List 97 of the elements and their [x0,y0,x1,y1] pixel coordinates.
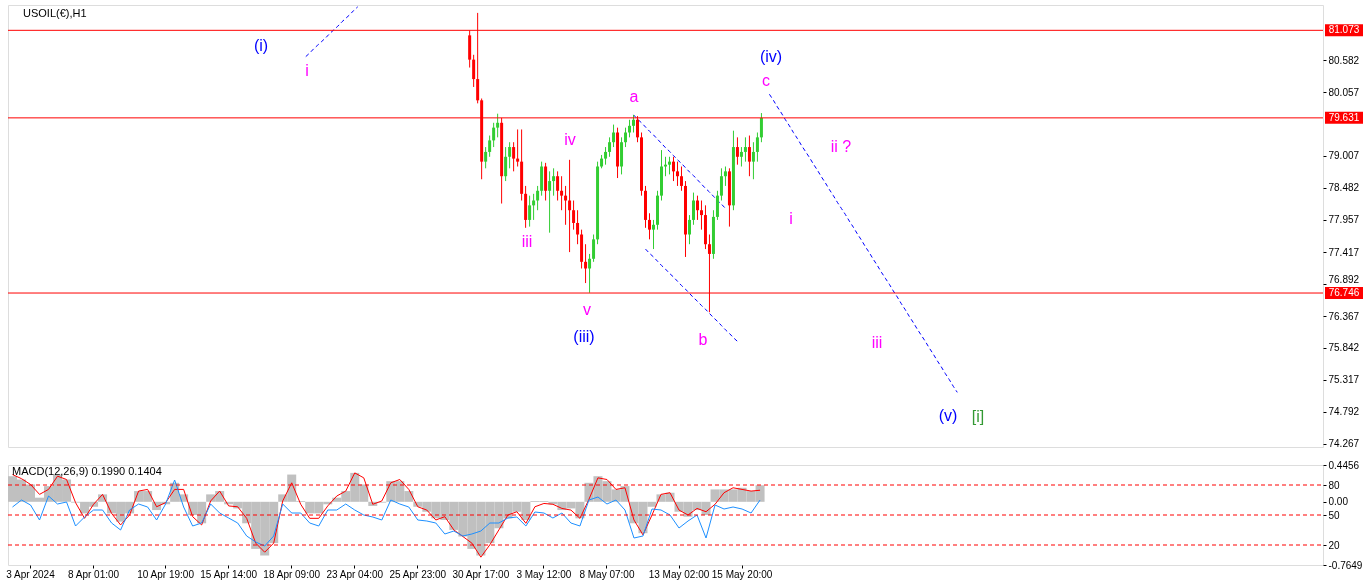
x-tick-label: 25 Apr 23:00 [389,568,447,580]
annotation: (iv) [759,47,783,65]
candlestick [715,190,719,221]
y-tick-label: 78.482 [1328,182,1360,194]
annotation: (v) [938,406,958,424]
candlestick [576,209,580,245]
candlestick [552,167,556,197]
y-tick-label: 75.317 [1328,374,1360,386]
candlestick [743,136,747,163]
candlestick [719,167,723,201]
candlestick [664,156,667,177]
candlestick [608,136,612,158]
annotation: ii ? [830,138,852,156]
candlestick [675,161,679,187]
chart-title: MACD(12,26,9) 0.1990 0.1404 [12,465,162,477]
y-tick-label: 77.417 [1328,246,1360,258]
y-tick-label: 80.582 [1328,54,1360,66]
annotation: i [789,210,793,228]
line-series [12,479,761,547]
candlestick [536,185,540,211]
y2-tick-label: 20 [1328,539,1341,551]
candlestick [612,124,616,148]
annotation: c [762,71,770,89]
y-tick-label: 0.00 [1328,496,1349,508]
candlestick [504,146,508,182]
x-tick-label: 23 Apr 04:00 [326,568,384,580]
candlestick [699,200,703,231]
annotation: iv [564,131,576,149]
candlestick [492,122,496,148]
y-tick-label: 79.007 [1328,150,1360,162]
candlestick [691,192,695,226]
x-tick-label: 8 Apr 01:00 [67,568,120,580]
candlestick [687,214,691,245]
annotation: v [583,300,591,318]
x-tick-label: 3 Apr 2024 [6,568,56,580]
candlestick [751,141,755,180]
candlestick [624,127,628,148]
candlestick [564,185,568,226]
y-tick-label: 76.367 [1328,310,1360,322]
candlestick [472,54,476,88]
candlestick [695,195,699,221]
x-tick-label: 8 May 07:00 [579,568,635,580]
y2-tick-label: 50 [1328,509,1341,521]
candlestick [584,243,588,284]
candlestick [484,146,488,169]
candlestick [560,175,564,211]
candlestick [512,141,516,172]
candlestick [588,253,592,294]
annotation: iii [871,333,883,351]
candlestick [592,234,596,263]
candlestick [556,170,560,201]
y-tick-label: 76.892 [1328,273,1360,285]
x-tick-label: 15 Apr 14:00 [200,568,258,580]
candlestick [488,135,492,158]
y-tick-label: 77.957 [1328,214,1360,225]
candlestick [568,159,572,253]
x-tick-label: 10 Apr 19:00 [137,568,195,580]
candlestick [516,128,520,167]
candlestick [508,141,512,169]
candlestick [755,132,759,163]
y-tick-label: -0.7649 [1328,559,1363,571]
annotation: i [305,62,309,80]
y-tick-label: 74.792 [1328,406,1360,418]
line-series [305,6,359,58]
candlestick [652,219,656,250]
annotation: iii [521,232,533,250]
candlestick [723,166,727,187]
candlestick [739,146,743,167]
y-tick-label: 74.267 [1328,438,1360,450]
y2-tick-label: 80 [1328,479,1341,491]
x-tick-label: 3 May 12:00 [516,568,572,580]
ref-line-label: 81.073 [1328,24,1360,36]
annotation: a [629,87,639,105]
x-tick-label: 15 May 20:00 [711,568,773,580]
x-tick-label: 13 May 02:00 [648,568,710,580]
y-tick-label: 0.4456 [1328,459,1360,471]
ref-line-label: 76.746 [1328,287,1360,299]
ref-line-label: 79.631 [1328,111,1360,123]
y-tick-label: 75.842 [1328,342,1360,354]
annotation: (i) [253,36,269,54]
annotation: b [698,330,708,348]
x-tick-label: 18 Apr 09:00 [263,568,321,580]
candlestick [679,166,683,192]
candlestick [572,200,576,231]
line-series [768,93,958,393]
chart-title: USOIL(€),H1 [23,7,87,19]
annotation: (iii) [573,327,595,345]
y-tick-label: 80.057 [1328,86,1360,98]
x-tick-label: 30 Apr 17:00 [452,568,510,580]
candlestick [548,170,552,234]
annotation: [i] [971,407,985,425]
candlestick [759,112,763,143]
candlestick [496,113,500,138]
candlestick [747,135,751,177]
candlestick [735,136,739,166]
candlestick [648,212,652,240]
candlestick [528,195,532,228]
